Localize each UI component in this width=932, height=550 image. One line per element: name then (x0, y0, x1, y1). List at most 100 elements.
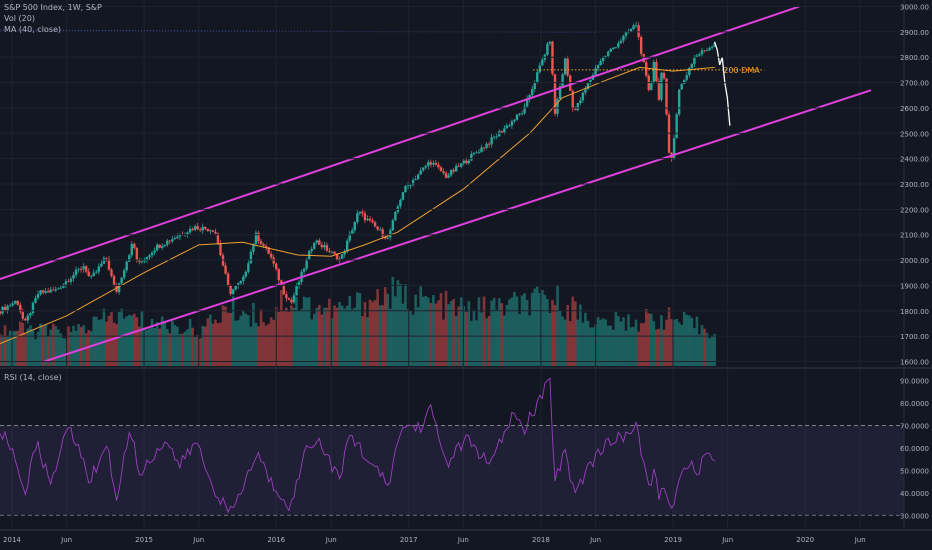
volume-bar (193, 336, 197, 366)
candle-body (158, 244, 161, 248)
volume-bar (257, 326, 260, 366)
candle-body (305, 259, 308, 269)
rsi-band-fill (0, 425, 904, 516)
time-tick-label: Jun (589, 536, 601, 544)
time-tick-label: 2018 (532, 536, 550, 544)
candle-body (168, 240, 171, 242)
candle-body (693, 57, 696, 64)
volume-bar (229, 313, 232, 366)
volume-bar (102, 308, 106, 366)
volume-bar (627, 314, 630, 366)
candle-body (351, 230, 354, 234)
candle-body (143, 260, 146, 262)
volume-bar (353, 307, 357, 366)
volume-bar (535, 286, 539, 366)
volume-bar (576, 319, 580, 366)
candle-body (467, 160, 471, 164)
volume-bar (173, 325, 177, 366)
volume-bar (695, 316, 699, 366)
volume-bar (176, 326, 179, 366)
candle-body (320, 244, 324, 248)
volume-bar (112, 322, 116, 366)
volume-bar (634, 319, 638, 366)
candle-body (171, 239, 174, 242)
candle-body (523, 106, 526, 114)
volume-bar (703, 328, 706, 366)
candle-body (269, 253, 273, 258)
time-tick-label: 2016 (267, 536, 285, 544)
candle-body (462, 160, 465, 164)
moving-average-line (0, 66, 715, 345)
volume-bar (528, 315, 531, 366)
rsi-tick-label: 30.0000 (900, 512, 929, 520)
volume-bar (272, 319, 275, 366)
candle-body (176, 236, 179, 239)
volume-bar (89, 331, 93, 366)
candle-body (285, 294, 288, 299)
volume-bar (153, 328, 156, 366)
volume-bar (198, 338, 202, 366)
volume-bar (434, 303, 438, 366)
volume-bar (6, 335, 9, 366)
volume-bar (394, 296, 397, 366)
volume-bar (586, 320, 590, 366)
volume-bar (632, 326, 635, 366)
candle-body (178, 234, 182, 237)
volume-bar (348, 295, 352, 366)
volume-bar (700, 325, 704, 366)
candle-body (487, 143, 491, 145)
candle-body (313, 242, 316, 249)
candle-body (6, 305, 9, 311)
candle-body (31, 302, 35, 314)
volume-bar (391, 277, 395, 366)
candle-body (624, 32, 628, 36)
price-tick-label: 2600.00 (900, 105, 929, 113)
candle-body (708, 47, 711, 51)
candle-body (90, 276, 93, 277)
candle-body (264, 245, 268, 248)
candle-body (698, 54, 701, 56)
candle-body (52, 289, 55, 291)
volume-bar (617, 316, 620, 366)
candle-body (287, 298, 291, 300)
volume-bar (487, 315, 491, 366)
volume-bar (688, 315, 691, 366)
candle-body (399, 199, 402, 207)
time-tick-label: 2014 (3, 536, 21, 544)
candle-body (432, 162, 435, 165)
volume-bar (120, 308, 123, 366)
candle-body (444, 172, 448, 178)
volume-bar (140, 311, 144, 366)
candle-body (604, 55, 607, 58)
candle-body (29, 313, 32, 316)
volume-bar (505, 305, 509, 366)
candle-body (41, 290, 45, 293)
volume-bar (18, 321, 22, 366)
volume-bar (24, 333, 27, 366)
price-legend: S&P 500 Index, 1W, S&P Vol (20) MA (40, … (4, 2, 102, 35)
volume-bar (84, 333, 88, 366)
price-tick-label: 2400.00 (900, 156, 929, 164)
volume-bar (698, 334, 701, 366)
candle-body (622, 35, 625, 41)
candle-body (665, 78, 668, 115)
candle-body (275, 263, 278, 270)
volume-bar (449, 301, 453, 366)
volume-bar (510, 297, 514, 366)
volume-bar (713, 333, 716, 366)
volume-bar (584, 312, 587, 366)
volume-bar (79, 327, 83, 366)
volume-bar (624, 330, 628, 366)
candle-body (485, 143, 488, 148)
candle-body (262, 244, 265, 246)
volume-bar (497, 298, 501, 366)
vertical-gridlines (11, 0, 861, 530)
volume-bar (203, 326, 207, 366)
volume-bar (368, 299, 372, 366)
volume-bar (442, 319, 445, 366)
volume-bar (639, 323, 643, 366)
candle-body (594, 68, 597, 75)
candle-body (470, 154, 473, 161)
candle-body (508, 125, 511, 127)
candle-body (82, 266, 85, 270)
